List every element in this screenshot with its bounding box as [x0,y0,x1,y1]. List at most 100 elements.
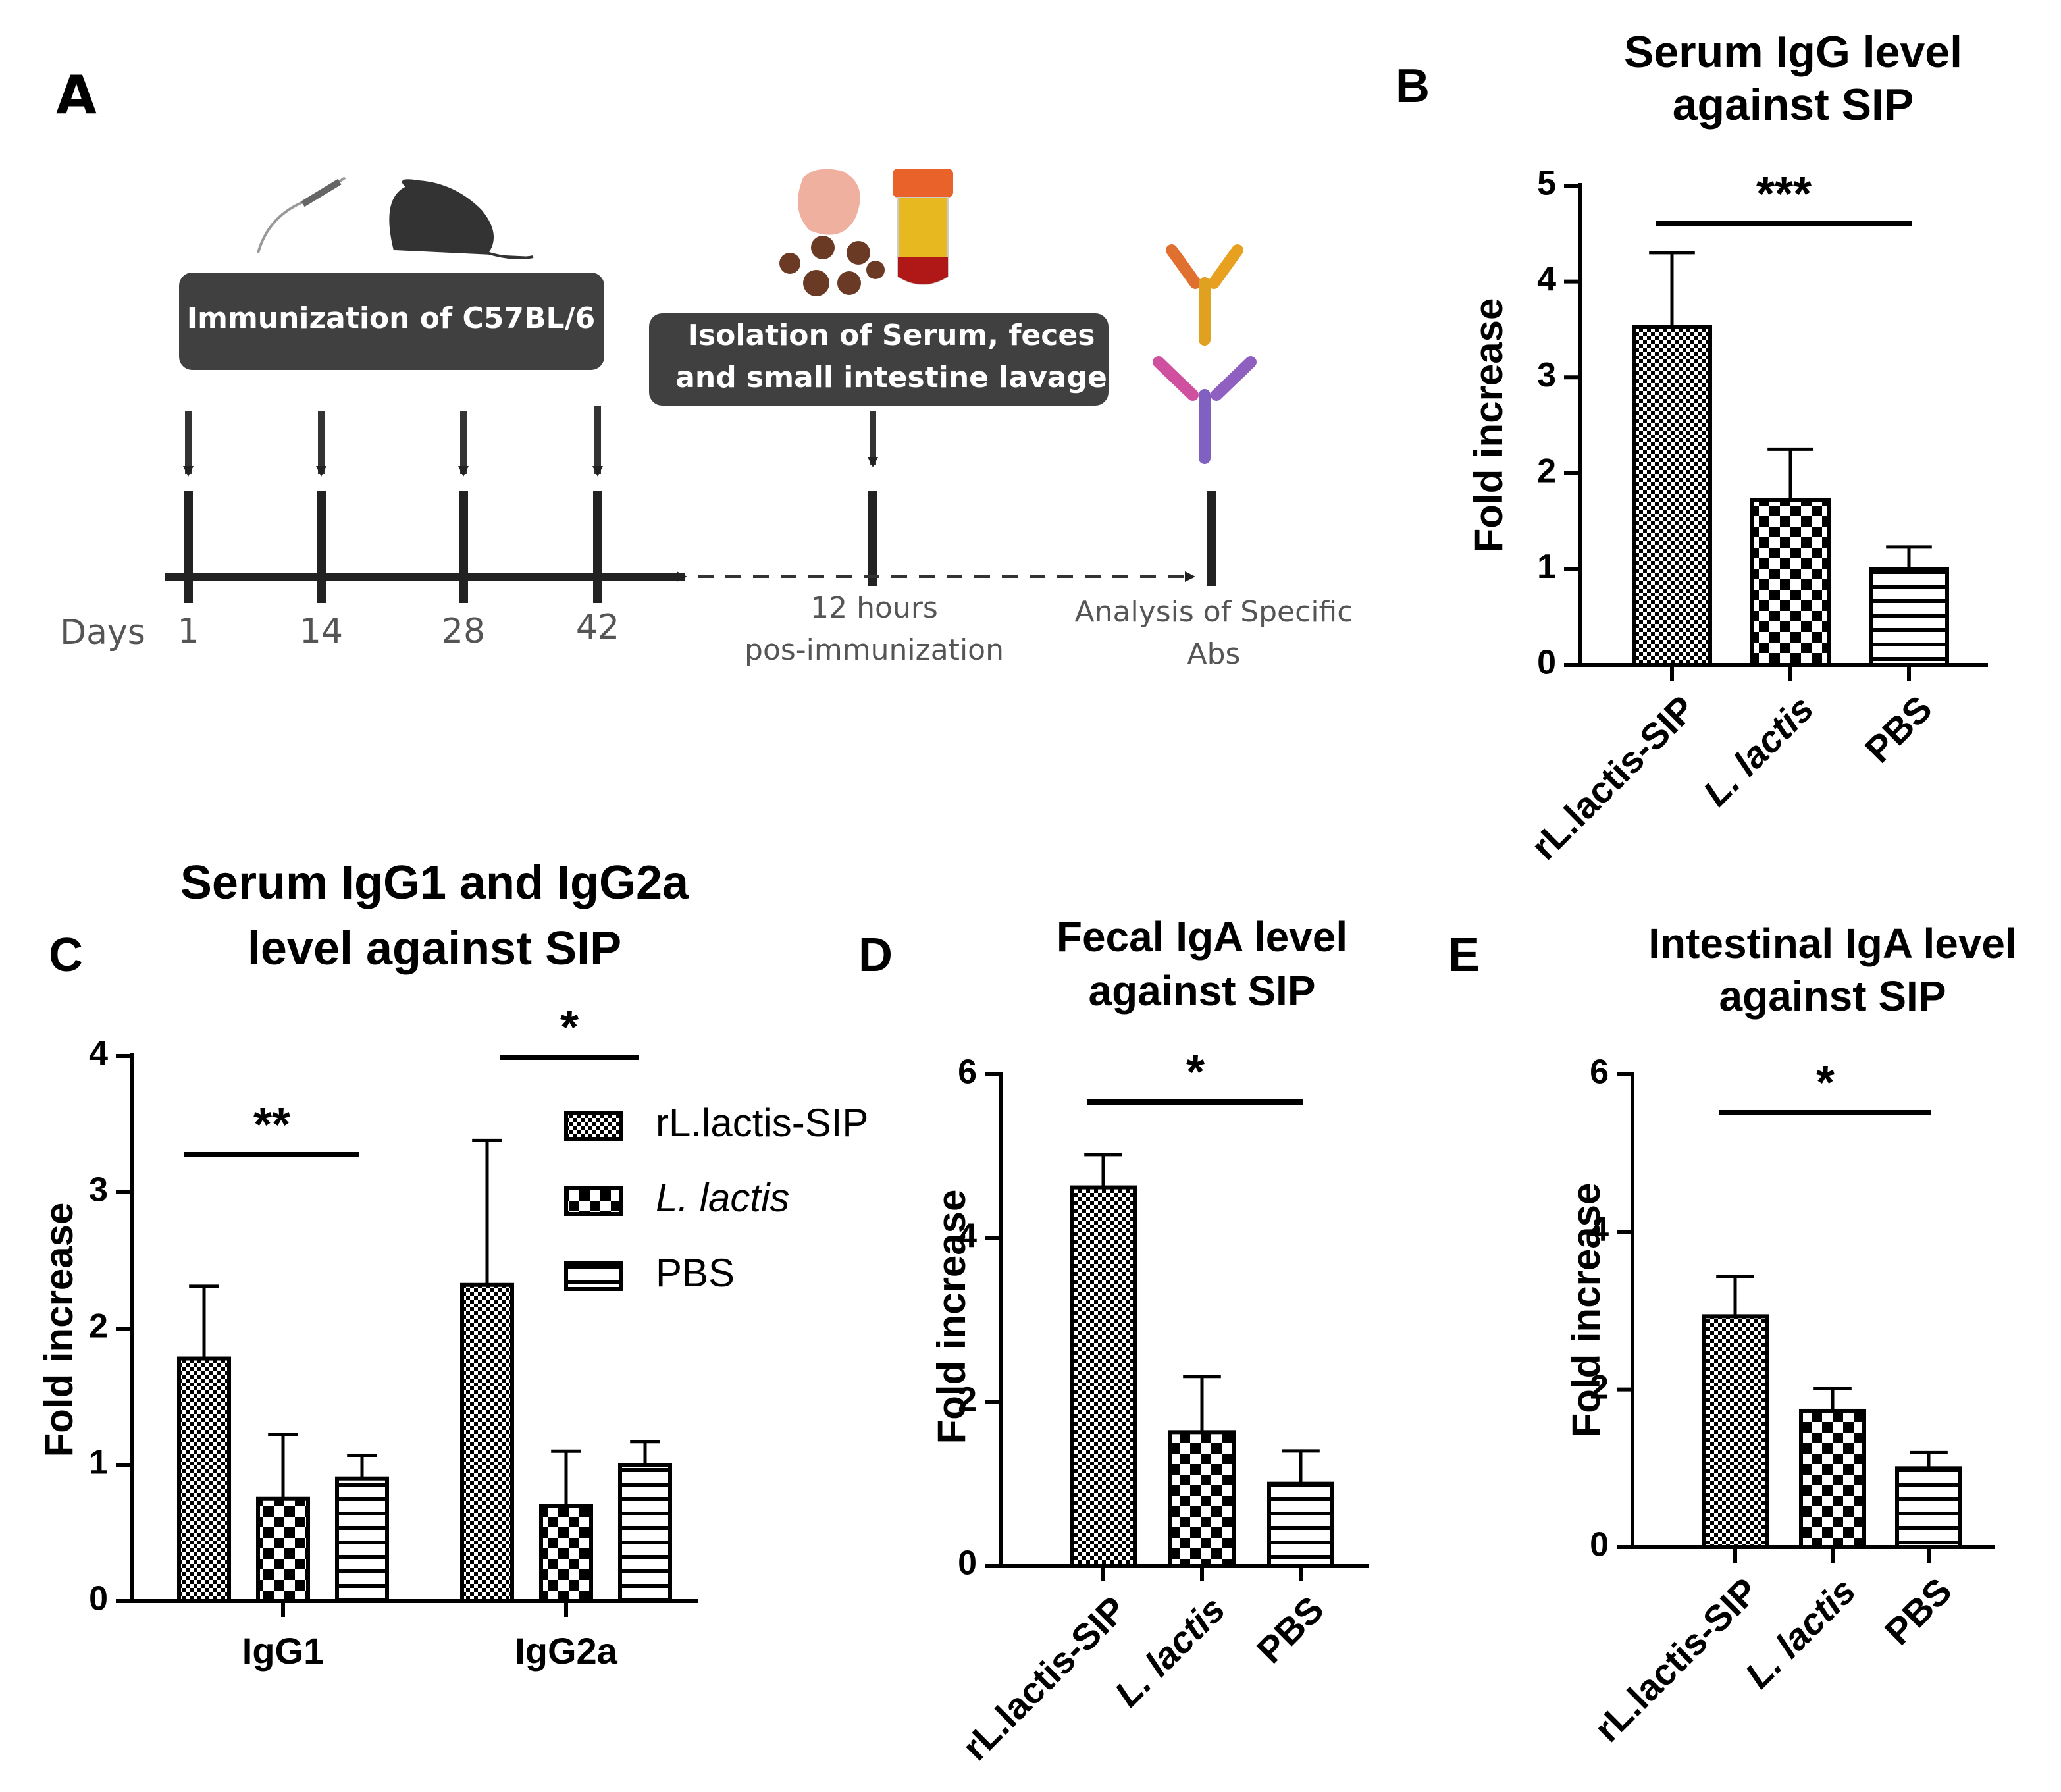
y-tick-label: 4 [89,1035,108,1073]
y-tick-label: 2 [958,1381,977,1419]
mouse-icon [389,179,534,259]
error-bar [630,1440,660,1465]
y-tick-label: 3 [1537,356,1556,394]
tube-cap [893,169,953,198]
bar [1168,1430,1236,1568]
significance-label: * [1816,1057,1835,1109]
panel-letter: C [49,929,83,982]
y-axis-label: Fold increase [1564,1183,1608,1438]
error-bar [472,1138,502,1285]
y-tick-label: 0 [1537,644,1556,682]
bar [1750,498,1831,667]
intestine-icon [798,169,860,235]
feces-icon [779,236,885,296]
step-box [179,273,604,370]
y-tick-label: 2 [89,1307,108,1346]
y-tick-label: 2 [1537,452,1556,490]
error-bar [1886,545,1932,569]
x-tick-label: PBS [1857,687,1940,770]
error-bar [1813,1386,1852,1411]
timepoint-label: Analysis of Specific [1075,595,1353,629]
panel-letter: E [1448,929,1480,982]
step-box [649,313,1109,406]
y-tick-label: 5 [1537,165,1556,203]
legend-label: PBS [656,1251,735,1295]
error-bar [1716,1275,1754,1317]
significance-label: *** [1756,168,1812,221]
y-tick-label: 4 [1590,1211,1609,1249]
x-tick-label: PBS [1249,1588,1332,1671]
timepoint-label: Abs [1187,637,1241,671]
step-label: Isolation of Serum, feces [688,319,1095,352]
bar [1895,1466,1962,1549]
step-label: Immunization of C57BL/6 [187,302,596,335]
timepoint-label: 12 hours [810,591,938,625]
error-bar [1649,251,1695,327]
chart-title: against SIP [1673,80,1914,130]
significance-label: ** [253,1099,290,1151]
bar [1267,1481,1334,1568]
y-tick-label: 1 [89,1444,108,1482]
bar [177,1356,231,1604]
y-tick-label: 6 [958,1053,977,1092]
error-bar [551,1449,581,1506]
y-axis-label: Fold increase [1467,298,1511,553]
error-bar [1183,1375,1221,1433]
y-tick-label: 4 [1537,260,1556,298]
timeline-diagram: A Immunization of C57BL/6 Isolation of S… [56,65,1353,671]
y-axis-label: Fold increase [929,1190,974,1444]
legend-label: L. lactis [656,1176,789,1220]
chart-title: against SIP [1089,967,1316,1015]
error-bar [347,1454,377,1479]
day-label: 14 [300,612,343,651]
y-tick-label: 0 [1590,1526,1609,1564]
x-tick-label: IgG1 [242,1630,324,1672]
y-tick-label: 0 [958,1544,977,1583]
x-tick-label: IgG2a [515,1630,617,1672]
chart-title: Intestinal IgA level [1648,920,2017,967]
chart-title: Serum IgG1 and IgG2a [180,856,689,909]
x-tick-label: rL.lactis-SIP [1586,1569,1766,1749]
bar [335,1476,389,1603]
significance-label: * [560,1001,579,1054]
chart-title: against SIP [1719,972,1946,1020]
y-tick-label: 0 [89,1580,108,1618]
legend-swatch [564,1261,623,1291]
day-label: 42 [576,608,619,647]
bar [539,1504,593,1604]
error-bar [1282,1449,1320,1484]
legend-swatch [564,1111,623,1141]
x-tick-label: PBS [1877,1569,1960,1652]
bar [1799,1408,1866,1549]
bar [1869,567,1949,668]
timepoint-label: pos-immunization [744,633,1004,667]
error-bar [1084,1153,1122,1188]
y-axis-label: Fold increase [37,1203,81,1458]
day-label: 1 [177,612,199,651]
x-tick-label: rL.lactis-SIP [1523,687,1703,867]
significance-label: * [1186,1046,1205,1099]
chart-title: level against SIP [248,922,621,975]
x-tick-label: L. lactis [1695,687,1821,814]
syringe-body [301,178,342,207]
panel-letter: A [56,65,97,126]
chart-title: Fecal IgA level [1057,913,1347,961]
error-bar [1910,1450,1948,1469]
y-tick-label: 2 [1590,1368,1609,1406]
bar [256,1496,310,1603]
chart-title: Serum IgG level [1624,27,1962,77]
days-label: Days [60,613,145,652]
y-tick-label: 1 [1537,548,1556,586]
legend-label: rL.lactis-SIP [656,1101,868,1145]
legend-swatch [564,1186,623,1216]
day-label: 28 [442,612,485,651]
step-label: and small intestine lavage [675,361,1107,394]
bar [1070,1185,1137,1568]
bar [618,1463,672,1603]
antibody-icon [1153,244,1257,464]
timeline-arrows [183,406,878,477]
panel-letter: D [858,929,893,982]
bar [1702,1314,1769,1550]
timeline-ticks [184,491,1216,603]
